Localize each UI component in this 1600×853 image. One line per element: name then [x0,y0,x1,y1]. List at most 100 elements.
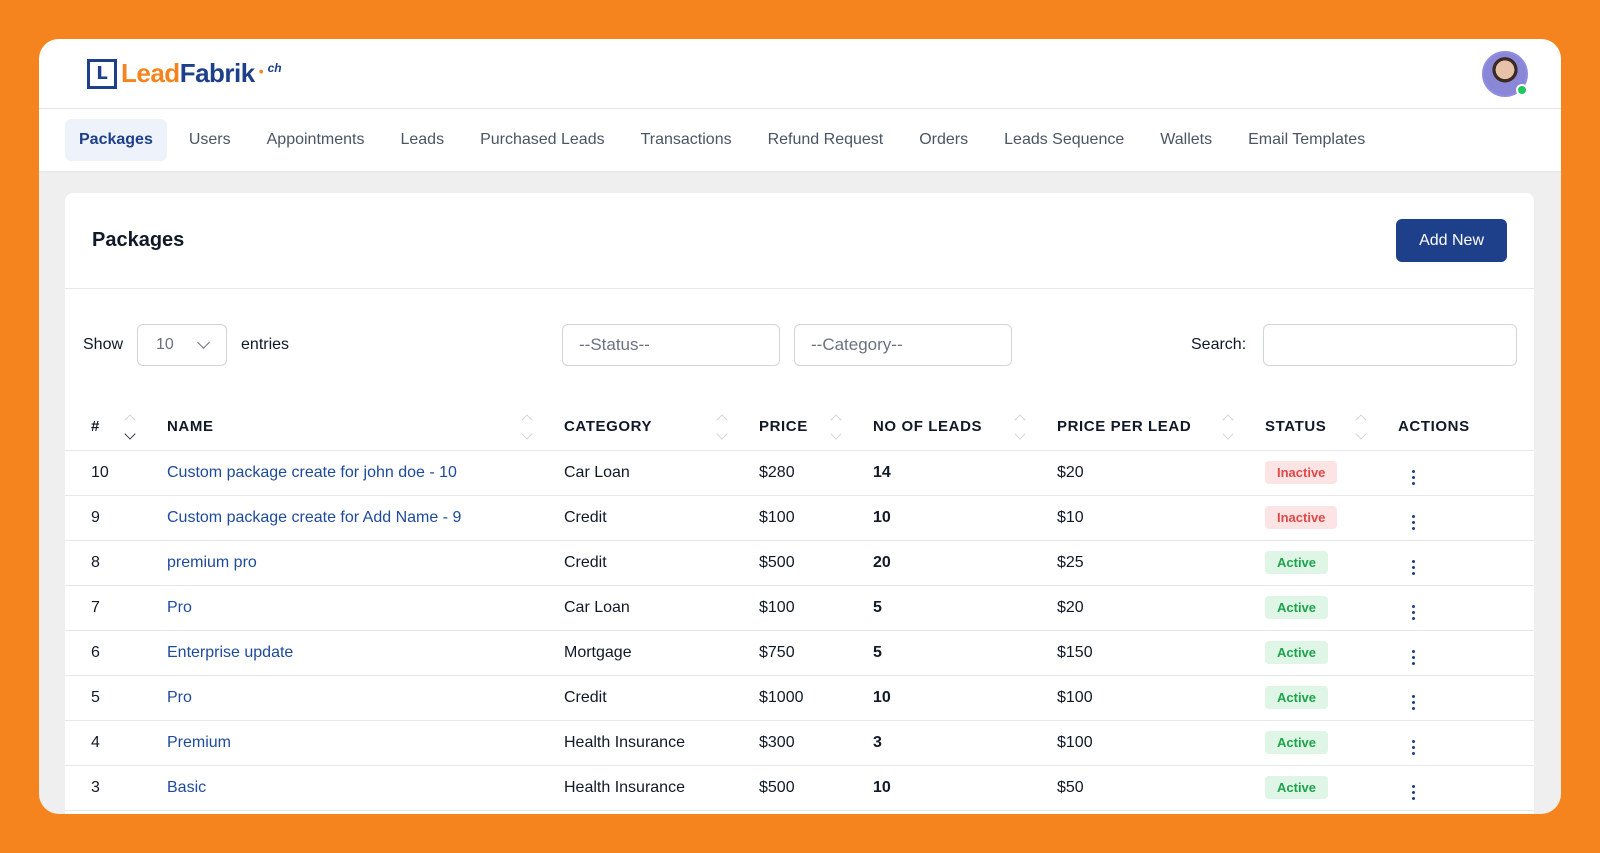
status-badge: Active [1265,641,1329,664]
status-badge: Active [1265,731,1329,754]
more-actions-icon[interactable] [1412,785,1415,800]
package-name-link[interactable]: Pro [167,688,192,706]
cell-price: $300 [733,720,847,766]
cell-name: Premium [141,720,538,766]
nav-item-wallets[interactable]: Wallets [1160,131,1213,148]
more-actions-icon[interactable] [1412,605,1415,620]
cell-actions [1372,450,1534,496]
packages-card: Packages Add New Show 10 entries --Statu… [65,193,1534,814]
main-nav: Packages Users Appointments Leads Purcha… [39,109,1561,171]
cell-status: Active [1239,675,1372,721]
cell-id: 3 [65,765,141,811]
chevron-down-icon [197,336,210,349]
package-name-link[interactable]: premium pro [167,553,257,571]
card-header: Packages Add New [65,193,1534,289]
search-label: Search: [1191,336,1247,353]
nav-item-appointments[interactable]: Appointments [266,131,365,148]
logo-text: LeadFabrik [121,58,255,88]
cell-status: Inactive [1239,495,1372,541]
cell-no-of-leads: 10 [847,675,1031,721]
cell-no-of-leads: 14 [847,450,1031,496]
cell-category: Credit [538,495,733,541]
nav-item-purchased-leads[interactable]: Purchased Leads [480,131,605,148]
cell-price: $1000 [733,675,847,721]
entries-value: 10 [156,336,174,353]
table-row: 8 premium pro Credit $500 20 $25 Active [65,540,1534,586]
col-header-actions: ACTIONS [1372,403,1534,451]
cell-category: Car Loan [538,585,733,631]
entries-select[interactable]: 10 [137,324,228,366]
nav-item-leads-sequence[interactable]: Leads Sequence [1004,131,1125,148]
more-actions-icon[interactable] [1412,740,1415,755]
package-name-link[interactable]: Basic [167,778,207,796]
cell-price: $100 [733,495,847,541]
app-window: L LeadFabrik • ch Packages Users Appoint… [39,39,1561,814]
nav-item-packages[interactable]: Packages [65,119,167,161]
cell-price-per-lead: $10 [1031,495,1239,541]
status-badge: Active [1265,776,1329,799]
sort-icon [521,413,533,443]
add-new-button[interactable]: Add New [1396,219,1507,262]
cell-category: Credit [538,540,733,586]
online-status-icon [1516,83,1528,96]
table-row: 4 Premium Health Insurance $300 3 $100 Active [65,720,1534,766]
package-name-link[interactable]: Custom package create for john doe - 10 [167,463,457,481]
cell-actions [1372,765,1534,811]
col-header-status[interactable]: STATUS [1239,403,1372,451]
table-row: 3 Basic Health Insurance $500 10 $50 Active [65,765,1534,811]
cell-price-per-lead: $20 [1031,585,1239,631]
package-name-link[interactable]: Custom package create for Add Name - 9 [167,508,462,526]
cell-price: $280 [733,450,847,496]
package-name-link[interactable]: Premium [167,733,232,751]
col-header-no-of-leads[interactable]: NO OF LEADS [847,403,1031,451]
cell-name: Pro [141,675,538,721]
cell-id: 8 [65,540,141,586]
table-row: 5 Pro Credit $1000 10 $100 Active [65,675,1534,721]
more-actions-icon[interactable] [1412,515,1415,530]
table-row: 6 Enterprise update Mortgage $750 5 $150 Activ… [65,630,1534,676]
nav-item-transactions[interactable]: Transactions [640,131,732,148]
table-row: 9 Custom package create for Add Name - 9 C… [65,495,1534,541]
cell-price-per-lead: $50 [1031,765,1239,811]
user-avatar[interactable] [1482,50,1528,97]
sort-icon [830,413,842,443]
more-actions-icon[interactable] [1412,560,1415,575]
cell-id: 4 [65,720,141,766]
package-name-link[interactable]: Pro [167,598,192,616]
table-filters: Show 10 entries --Status-- --Category-- … [65,289,1534,403]
search-input[interactable] [1263,324,1517,366]
sort-icon [124,413,136,443]
category-filter[interactable]: --Category-- [794,324,1012,366]
more-actions-icon[interactable] [1412,650,1415,665]
cell-no-of-leads: 3 [847,720,1031,766]
col-header-id[interactable]: # [65,403,141,451]
brand-logo[interactable]: L LeadFabrik • ch [87,58,282,89]
cell-price: $750 [733,630,847,676]
cell-category: Health Insurance [538,765,733,811]
cell-id: 9 [65,495,141,541]
nav-item-users[interactable]: Users [188,131,231,148]
status-filter[interactable]: --Status-- [562,324,780,366]
cell-id: 6 [65,630,141,676]
more-actions-icon[interactable] [1412,695,1415,710]
sort-icon [716,413,728,443]
top-bar: L LeadFabrik • ch [39,39,1561,109]
cell-id: 5 [65,675,141,721]
nav-item-leads[interactable]: Leads [400,131,445,148]
col-header-category[interactable]: CATEGORY [538,403,733,451]
package-name-link[interactable]: Enterprise update [167,643,294,661]
more-actions-icon[interactable] [1412,470,1415,485]
nav-item-refund-request[interactable]: Refund Request [767,131,884,148]
status-badge: Active [1265,551,1329,574]
cell-name: Custom package create for john doe - 10 [141,450,538,496]
cell-actions [1372,495,1534,541]
logo-mark-icon: L [87,58,117,89]
table-header-row: # NAME CATEGORY PRICE NO OF LEADS PRICE … [65,403,1534,451]
col-header-price-per-lead[interactable]: PRICE PER LEAD [1031,403,1239,451]
status-badge: Active [1265,596,1329,619]
col-header-name[interactable]: NAME [141,403,538,451]
cell-status: Active [1239,765,1372,811]
nav-item-email-templates[interactable]: Email Templates [1248,131,1366,148]
nav-item-orders[interactable]: Orders [919,131,969,148]
col-header-price[interactable]: PRICE [733,403,847,451]
